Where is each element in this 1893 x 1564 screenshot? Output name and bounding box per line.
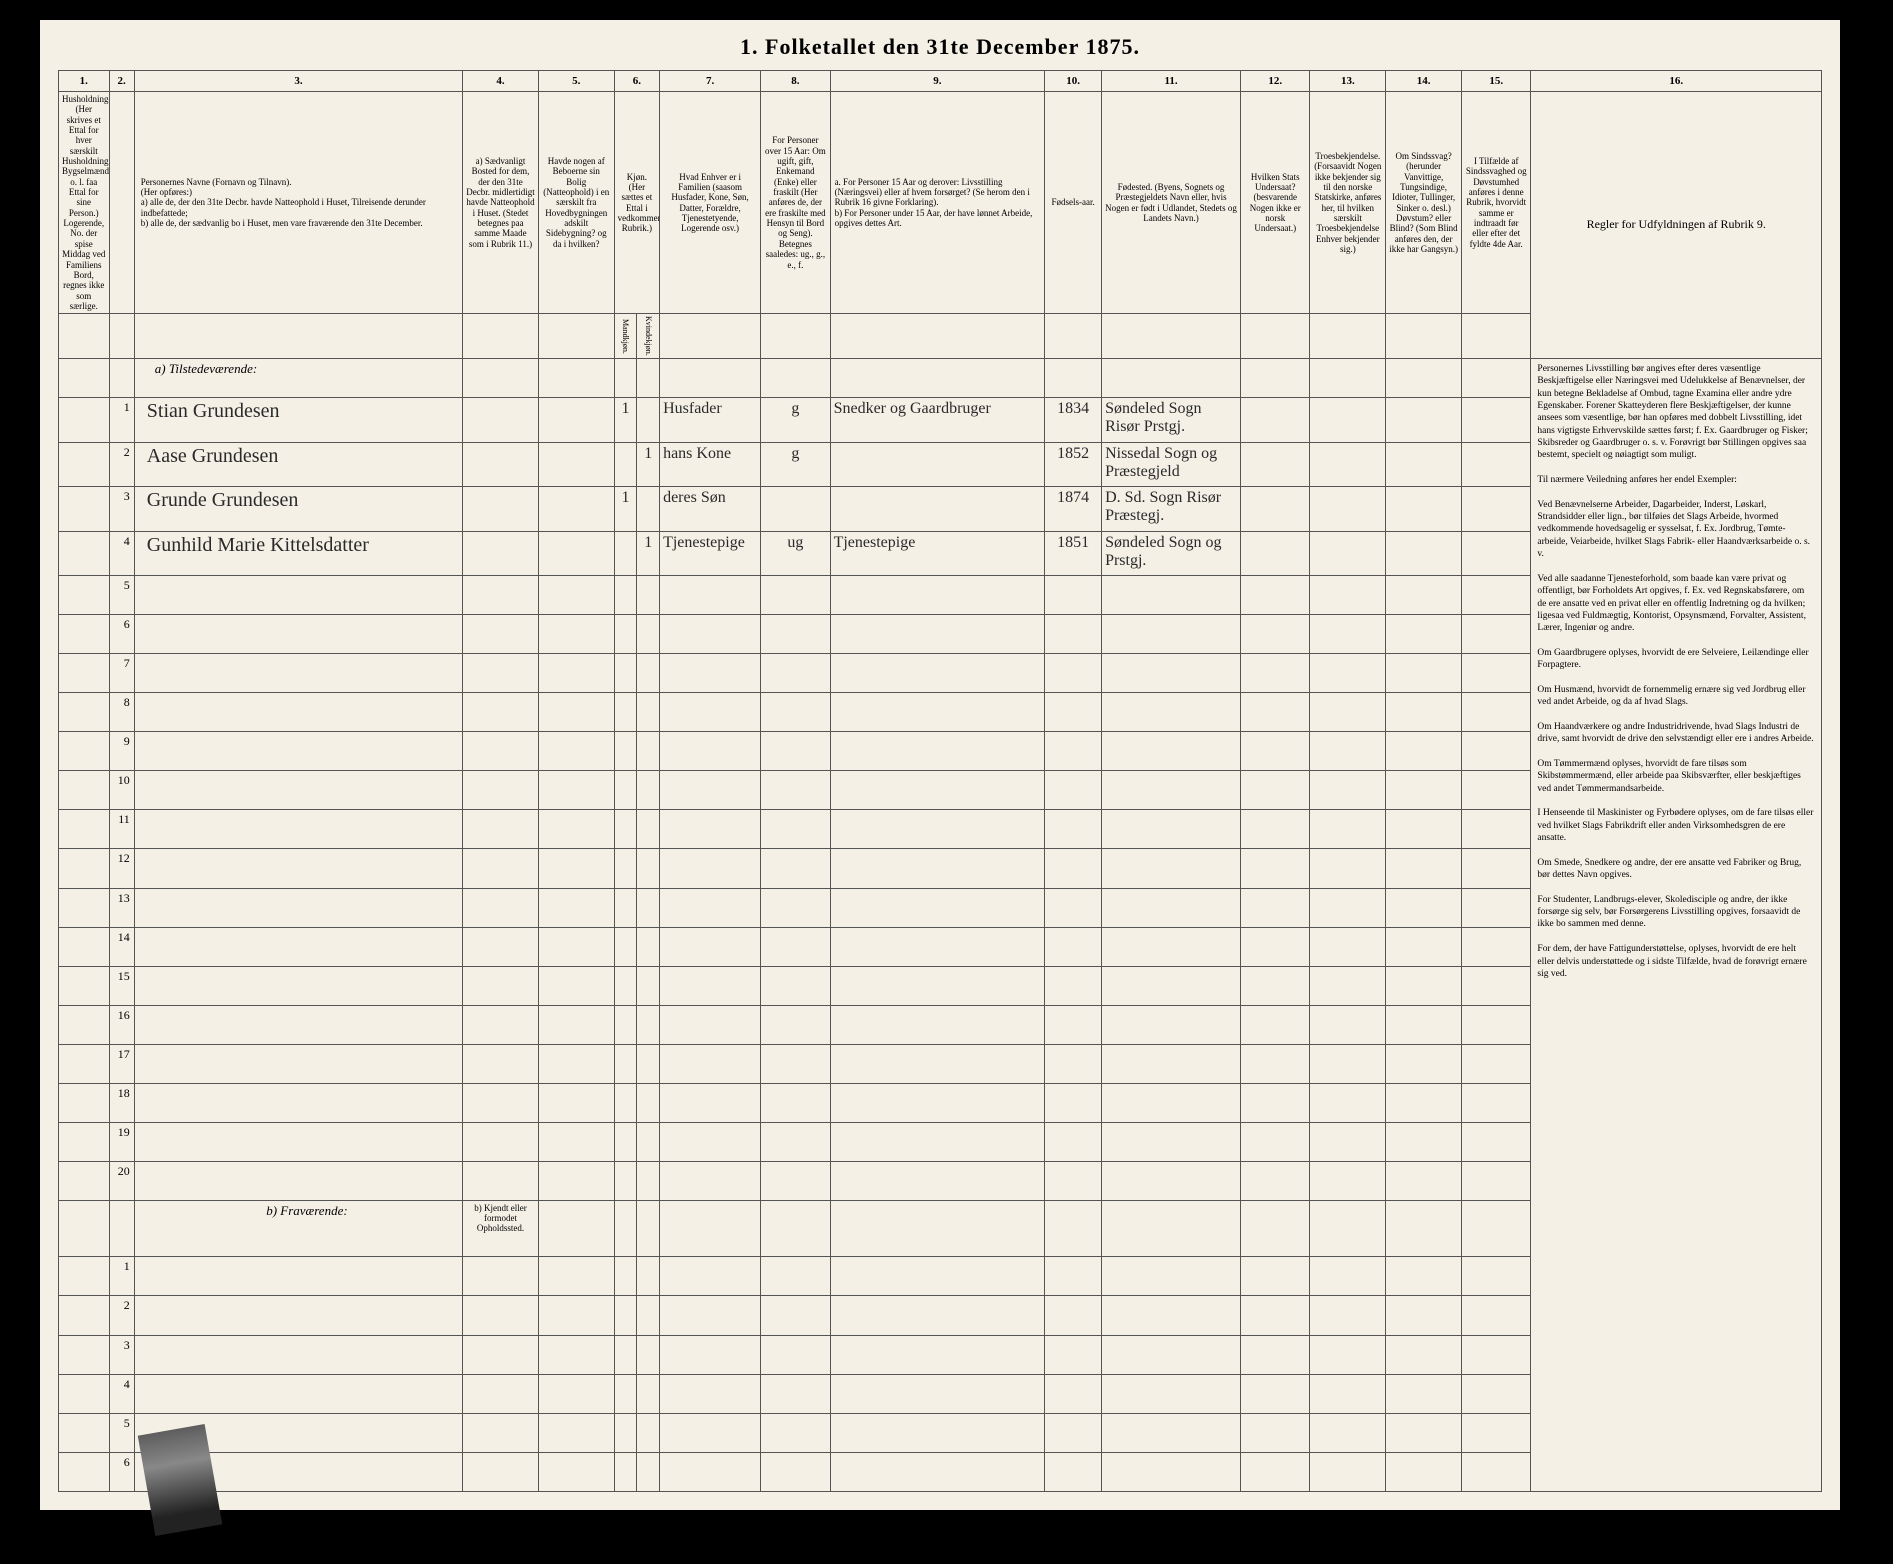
section-b-note: b) Kjendt eller formodet Opholdssted. [463, 1201, 539, 1257]
col-15: 15. [1461, 71, 1530, 92]
census-page: 1. Folketallet den 31te December 1875. [40, 20, 1840, 1510]
col-12: 12. [1240, 71, 1309, 92]
col-3: 3. [134, 71, 462, 92]
h6: Kjøn. (Her sættes et Ettal i vedkommende… [614, 92, 659, 314]
section-a-header: a) Tilstedeværende:Personernes Livsstill… [59, 359, 1822, 398]
h6b: Kvindekjøn. [637, 314, 660, 359]
table-wrap: 1. 2. 3. 4. 5. 6. 7. 8. 9. 10. 11. 12. 1… [58, 70, 1822, 1492]
col-5: 5. [538, 71, 614, 92]
table-header: 1. 2. 3. 4. 5. 6. 7. 8. 9. 10. 11. 12. 1… [59, 71, 1822, 359]
h6a: Mandkjøn. [614, 314, 637, 359]
page-title: 1. Folketallet den 31te December 1875. [40, 20, 1840, 64]
h10: Fødsels-aar. [1045, 92, 1102, 314]
h11: Fødested. (Byens, Sognets og Præstegjeld… [1102, 92, 1241, 314]
h7: Hvad Enhver er i Familien (saasom Husfad… [660, 92, 761, 314]
h8: For Personer over 15 Aar: Om ugift, gift… [761, 92, 830, 314]
h13: Troesbekjendelse. (Forsaavidt Nogen ikke… [1310, 92, 1386, 314]
col-9: 9. [830, 71, 1045, 92]
col-2: 2. [109, 71, 134, 92]
rules-text: Personernes Livsstilling bør angives eft… [1531, 359, 1822, 1492]
table-body: a) Tilstedeværende: Personernes Livsstill… [59, 359, 1822, 1492]
col-13: 13. [1310, 71, 1386, 92]
h12: Hvilken Stats Undersaat? (besvarende Nog… [1240, 92, 1309, 314]
h16: Regler for Udfyldningen af Rubrik 9. [1531, 92, 1822, 359]
col-1: 1. [59, 71, 110, 92]
col-7: 7. [660, 71, 761, 92]
census-table: 1. 2. 3. 4. 5. 6. 7. 8. 9. 10. 11. 12. 1… [58, 70, 1822, 1492]
h1: Husholdninger. (Her skrives et Ettal for… [59, 92, 110, 314]
h4: a) Sædvanligt Bosted for dem, der den 31… [463, 92, 539, 314]
col-10: 10. [1045, 71, 1102, 92]
col-16: 16. [1531, 71, 1822, 92]
h3: Personernes Navne (Fornavn og Tilnavn). … [134, 92, 462, 314]
h2 [109, 92, 134, 314]
h9: a. For Personer 15 Aar og derover: Livss… [830, 92, 1045, 314]
h14: Om Sindssvag? (herunder Vanvittige, Tung… [1386, 92, 1462, 314]
h5: Havde nogen af Beboerne sin Bolig (Natte… [538, 92, 614, 314]
col-11: 11. [1102, 71, 1241, 92]
col-4: 4. [463, 71, 539, 92]
col-8: 8. [761, 71, 830, 92]
h15: I Tilfælde af Sindssvaghed og Døvstumhed… [1461, 92, 1530, 314]
col-14: 14. [1386, 71, 1462, 92]
section-a-label: a) Tilstedeværende: [134, 359, 462, 398]
col-6: 6. [614, 71, 659, 92]
section-b-label: b) Fraværende: [134, 1201, 462, 1257]
